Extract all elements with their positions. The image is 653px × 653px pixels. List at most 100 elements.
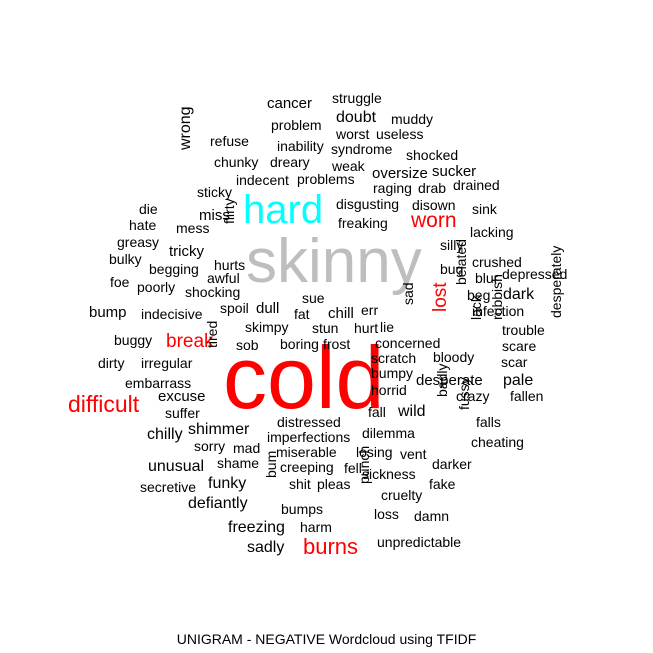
word-inability: inability bbox=[277, 138, 324, 154]
word-foe: foe bbox=[110, 274, 130, 290]
word-vent: vent bbox=[400, 446, 427, 462]
word-fall: fall bbox=[368, 404, 386, 420]
word-struggle: struggle bbox=[332, 90, 382, 106]
word-imperfections: imperfections bbox=[267, 429, 350, 445]
word-falls: falls bbox=[476, 414, 501, 430]
word-buggy: buggy bbox=[114, 332, 152, 348]
word-belated: belated bbox=[453, 239, 469, 285]
word-trouble: trouble bbox=[502, 322, 545, 338]
word-die: die bbox=[139, 201, 158, 217]
word-hate: hate bbox=[129, 217, 156, 233]
word-fat: fat bbox=[294, 306, 310, 322]
word-bloody: bloody bbox=[433, 349, 474, 365]
word-defiantly: defiantly bbox=[188, 495, 248, 512]
word-shimmer: shimmer bbox=[188, 421, 250, 438]
word-lacking: lacking bbox=[470, 224, 514, 240]
word-dreary: dreary bbox=[270, 154, 310, 170]
word-excuse: excuse bbox=[158, 388, 206, 405]
word-chill: chill bbox=[328, 305, 354, 322]
word-scratch: scratch bbox=[371, 350, 416, 366]
word-indecent: indecent bbox=[236, 172, 289, 188]
word-mad: mad bbox=[233, 440, 260, 456]
word-begging: begging bbox=[149, 261, 199, 277]
word-miss: miss bbox=[199, 207, 230, 224]
word-worst: worst bbox=[335, 126, 370, 142]
word-difficult: difficult bbox=[68, 391, 140, 417]
word-shocked: shocked bbox=[406, 147, 458, 163]
word-chilly: chilly bbox=[147, 426, 183, 443]
word-lost: lost bbox=[430, 282, 451, 312]
word-problems: problems bbox=[297, 171, 355, 187]
word-tricky: tricky bbox=[169, 243, 204, 260]
word-drained: drained bbox=[453, 177, 500, 193]
word-disown: disown bbox=[412, 197, 456, 213]
word-cruelty: cruelty bbox=[381, 487, 422, 503]
word-problem: problem bbox=[271, 117, 322, 133]
word-cold: cold bbox=[223, 328, 384, 427]
word-drab: drab bbox=[418, 180, 446, 196]
word-hurt: hurt bbox=[354, 320, 378, 336]
word-funky: funky bbox=[208, 475, 246, 492]
word-scare: scare bbox=[502, 338, 536, 354]
word-muddy: muddy bbox=[391, 111, 433, 127]
word-unusual: unusual bbox=[148, 458, 204, 475]
word-break: break bbox=[166, 331, 214, 352]
word-sorry: sorry bbox=[194, 438, 225, 454]
word-harm: harm bbox=[300, 519, 332, 535]
word-crushed: crushed bbox=[472, 254, 522, 270]
word-crazy: crazy bbox=[456, 388, 489, 404]
word-mess: mess bbox=[176, 220, 209, 236]
word-sink: sink bbox=[472, 201, 498, 217]
word-dark: dark bbox=[503, 286, 535, 303]
word-wild: wild bbox=[397, 403, 426, 420]
word-losing: losing bbox=[356, 444, 393, 460]
word-frost: frost bbox=[323, 336, 350, 352]
word-suffer: suffer bbox=[165, 405, 200, 421]
word-pale: pale bbox=[503, 372, 533, 389]
word-skinny: skinny bbox=[246, 227, 422, 296]
word-err: err bbox=[361, 302, 378, 318]
word-loss: loss bbox=[374, 506, 399, 522]
word-cheating: cheating bbox=[471, 434, 524, 450]
word-useless: useless bbox=[376, 126, 423, 142]
word-oversize: oversize bbox=[372, 165, 428, 182]
word-syndrome: syndrome bbox=[331, 141, 393, 157]
word-bump: bump bbox=[89, 304, 127, 321]
word-badly: badly bbox=[434, 364, 450, 397]
word-sob: sob bbox=[236, 337, 259, 353]
word-horrid: horrid bbox=[371, 382, 407, 398]
word-fell: fell bbox=[344, 460, 362, 476]
word-sucker: sucker bbox=[432, 163, 476, 180]
word-bum: bum bbox=[263, 451, 279, 478]
word-embarrass: embarrass bbox=[125, 375, 191, 391]
word-hurts: hurts bbox=[214, 257, 245, 273]
word-damn: damn bbox=[414, 508, 449, 524]
word-weak: weak bbox=[331, 158, 366, 174]
word-burns: burns bbox=[303, 534, 358, 559]
word-beg: beg bbox=[467, 287, 490, 303]
word-scar: scar bbox=[501, 354, 528, 370]
word-skimpy: skimpy bbox=[245, 319, 289, 335]
word-fussy: fussy bbox=[456, 377, 472, 410]
word-awful: awful bbox=[207, 270, 240, 286]
word-desperate: desperate bbox=[416, 372, 483, 389]
word-wrong: wrong bbox=[177, 106, 194, 151]
word-secretive: secretive bbox=[140, 479, 196, 495]
word-darker: darker bbox=[432, 456, 472, 472]
word-depressed: depressed bbox=[502, 266, 567, 282]
word-creeping: creeping bbox=[280, 459, 334, 475]
word-sickness: sickness bbox=[362, 466, 416, 482]
word-infection: infection bbox=[472, 303, 524, 319]
word-dull: dull bbox=[256, 300, 279, 317]
word-greasy: greasy bbox=[117, 234, 159, 250]
word-fake: fake bbox=[429, 476, 456, 492]
word-poorly: poorly bbox=[137, 279, 175, 295]
word-irregular: irregular bbox=[141, 355, 193, 371]
word-lie: lie bbox=[380, 319, 394, 335]
word-concerned: concerned bbox=[375, 335, 440, 351]
word-dilemma: dilemma bbox=[362, 425, 415, 441]
word-pleas: pleas bbox=[317, 476, 350, 492]
word-distressed: distressed bbox=[277, 414, 341, 430]
word-lack: lack bbox=[468, 294, 484, 320]
